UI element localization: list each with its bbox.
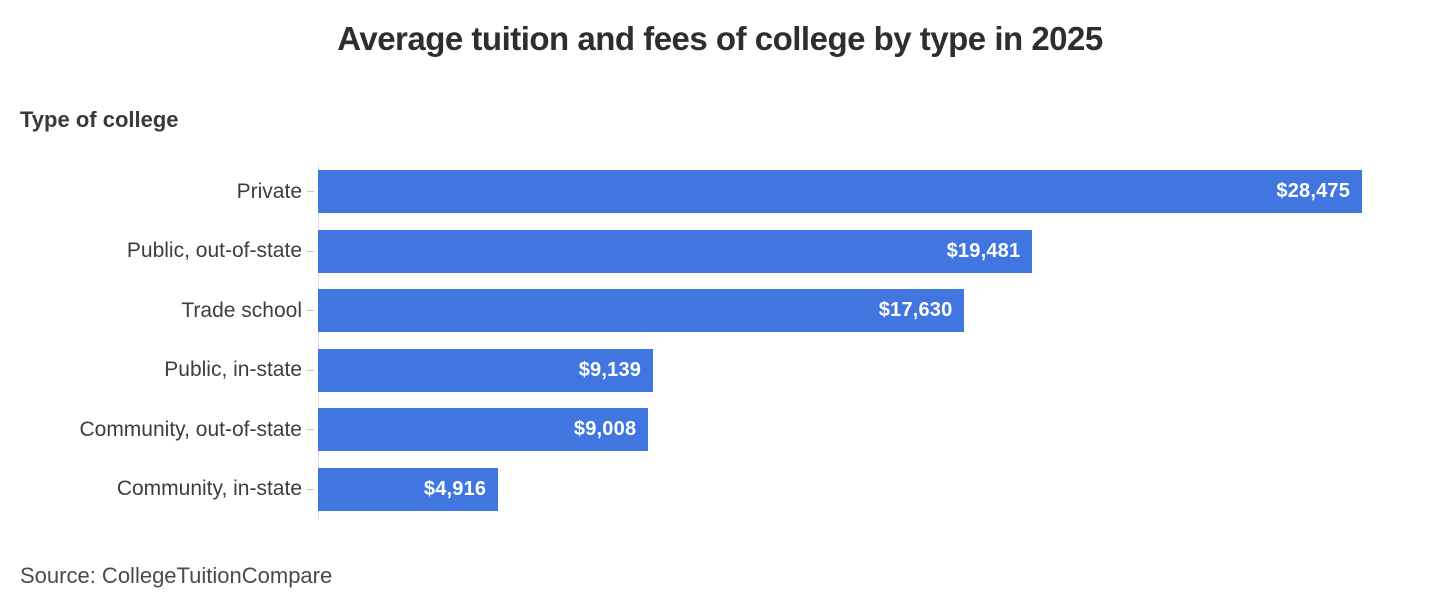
bar-track: $28,475	[318, 170, 1440, 213]
axis-tick	[302, 349, 318, 392]
bar: $9,139	[318, 348, 654, 392]
chart-row: Community, out-of-state $9,008	[0, 408, 1440, 451]
category-axis-title: Type of college	[20, 107, 179, 132]
value-label: $9,139	[578, 358, 642, 381]
value-label: $19,481	[946, 239, 1021, 262]
category-label: Public, out-of-state	[126, 239, 302, 262]
category-label: Private	[236, 179, 302, 203]
chart-row: Private $28,475	[0, 170, 1440, 213]
value-label: $17,630	[878, 299, 953, 321]
bar: $28,475	[318, 170, 1363, 213]
chart-row: Public, out-of-state $19,481	[0, 229, 1440, 273]
bar: $17,630	[318, 289, 965, 332]
source-caption: Source: CollegeTuitionCompare	[20, 563, 333, 588]
bar-track: $4,916	[318, 467, 1440, 511]
axis-tick	[302, 408, 318, 451]
bar-track: $9,139	[318, 348, 1440, 392]
bar-track: $17,630	[318, 289, 1440, 332]
category-label: Trade school	[181, 298, 302, 322]
chart-row: Trade school $17,630	[0, 289, 1440, 332]
value-label: $9,008	[573, 418, 637, 440]
bar: $19,481	[318, 229, 1033, 273]
bar-chart: Private $28,475 Public, out-of-state $19…	[0, 170, 1440, 527]
category-axis-line	[318, 164, 319, 520]
category-label: Community, out-of-state	[79, 417, 302, 441]
category-label: Public, in-state	[164, 358, 302, 381]
value-label: $28,475	[1276, 180, 1351, 202]
category-label: Community, in-state	[116, 477, 302, 500]
bar-track: $9,008	[318, 408, 1440, 451]
chart-rows: Private $28,475 Public, out-of-state $19…	[0, 170, 1440, 511]
axis-tick	[302, 468, 318, 511]
bar: $9,008	[318, 408, 649, 451]
chart-row: Community, in-state $4,916	[0, 467, 1440, 511]
chart-row: Public, in-state $9,139	[0, 348, 1440, 392]
axis-tick	[302, 289, 318, 332]
bar: $4,916	[318, 467, 499, 511]
chart-title: Average tuition and fees of college by t…	[337, 20, 1103, 57]
axis-tick	[302, 230, 318, 273]
axis-tick	[302, 170, 318, 213]
bar-track: $19,481	[318, 229, 1440, 273]
value-label: $4,916	[423, 477, 487, 500]
